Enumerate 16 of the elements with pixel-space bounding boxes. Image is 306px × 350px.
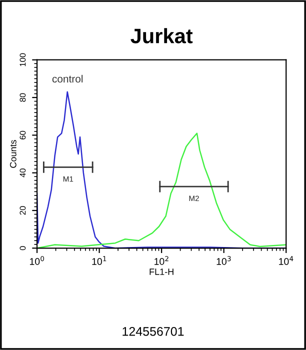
x-axis-title: FL1-H (150, 268, 174, 275)
x-tick-label: 10$^{1}$ (92, 256, 106, 265)
y-tick-label: 0 (20, 246, 26, 250)
y-tick-label: 80 (20, 93, 26, 102)
y-tick-label: 60 (20, 130, 26, 140)
x-tick-label: 10$^{0}$ (30, 256, 44, 265)
y-tick-label: 40 (20, 168, 26, 178)
x-tick-label: 10$^{4}$ (279, 256, 294, 265)
y-axis-title: Counts (10, 140, 16, 168)
y-tick-label: 100 (20, 53, 26, 66)
chart-title: Jurkat (130, 28, 193, 44)
x-tick-label: 10$^{2}$ (154, 256, 168, 265)
x-tick-label: 10$^{3}$ (216, 256, 231, 265)
annotation: control (52, 74, 83, 83)
text: 124556701 (122, 327, 184, 336)
y-tick-label: 20 (20, 206, 26, 215)
